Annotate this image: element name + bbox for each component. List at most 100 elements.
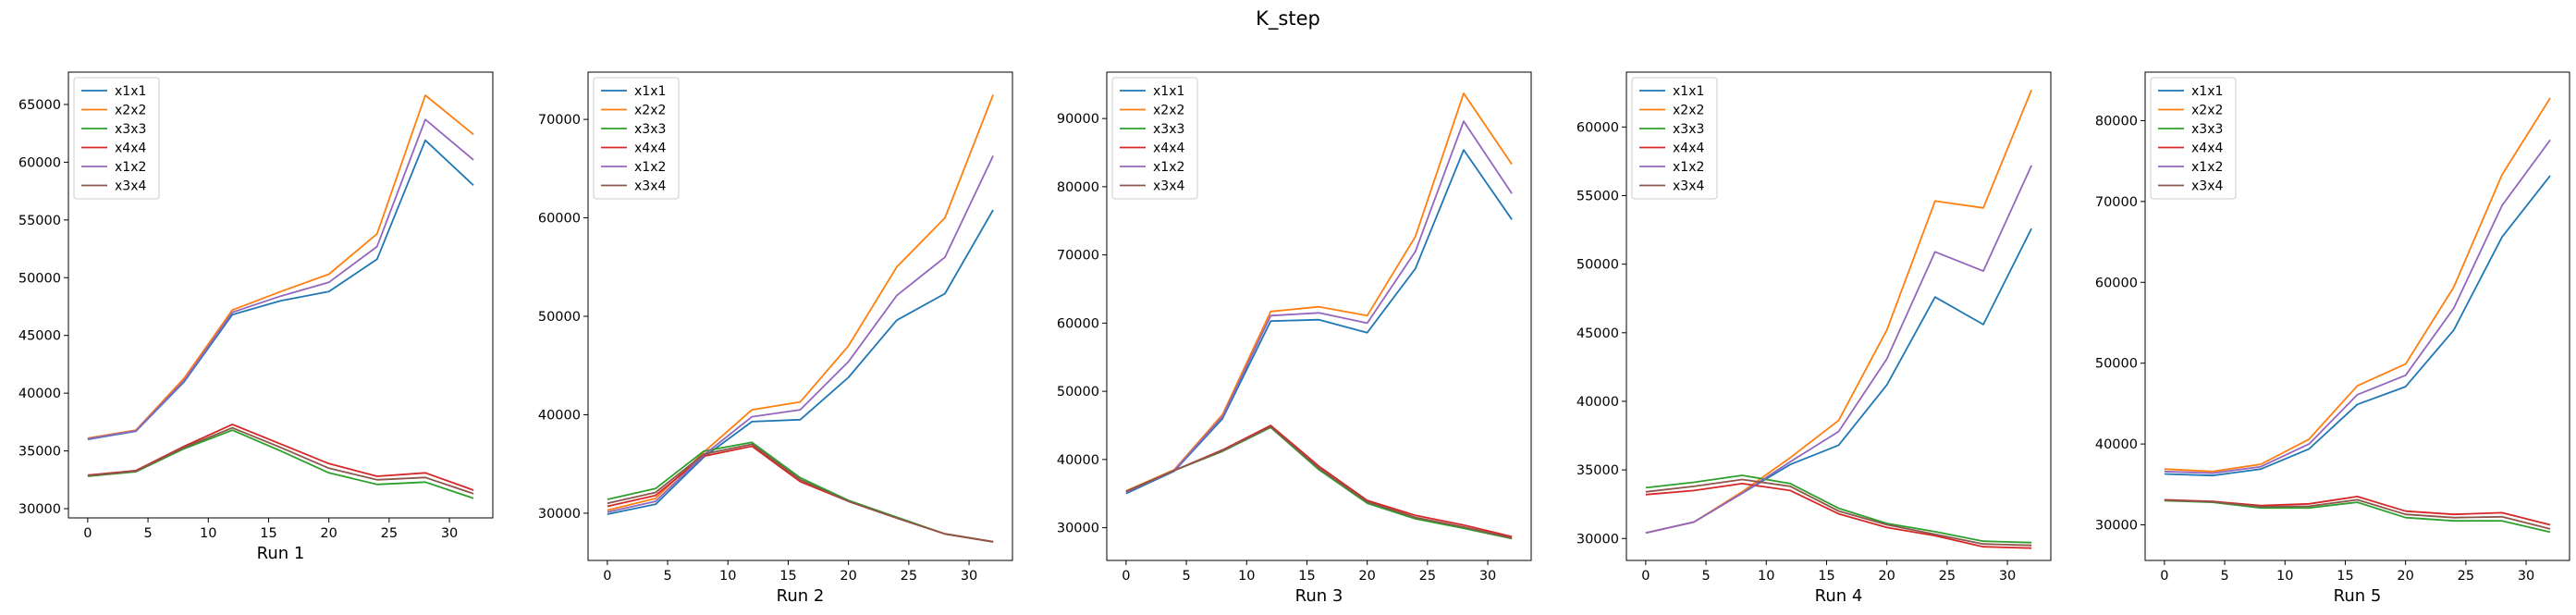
x-tick-label: 0 <box>83 526 92 541</box>
axes-frame <box>2144 71 2570 561</box>
x-tick-label: 0 <box>603 569 611 584</box>
axes-frame <box>1625 71 2052 561</box>
x-tick-label: 15 <box>779 569 796 584</box>
y-tick-label: 70000 <box>2095 195 2138 210</box>
y-tick-label: 80000 <box>1057 180 1099 195</box>
x-tick-label: 10 <box>200 526 216 541</box>
x-tick-label: 30 <box>961 569 977 584</box>
x-tick-label: 10 <box>719 569 736 584</box>
chart-panel-3: 0 5 10 15 20 25 30 30000 40000 50000 60000 70000 800… <box>1057 71 1532 606</box>
y-tick-label: 60000 <box>1057 316 1099 331</box>
legend-label-x3x3: x3x3 <box>1673 122 1704 137</box>
series-line-x3x4 <box>2164 498 2551 530</box>
legend-label-x2x2: x2x2 <box>634 104 666 118</box>
chart-panel-2: 0 5 10 15 20 25 30 30000 40000 50000 60000 70000 Run… <box>538 71 1013 606</box>
x-tick-label: 30 <box>441 526 458 541</box>
x-tick-label: 10 <box>1238 569 1255 584</box>
y-tick-label: 30000 <box>1057 522 1099 536</box>
y-tick-label: 50000 <box>1576 258 1619 273</box>
x-tick-label: 20 <box>320 526 337 541</box>
y-tick-label: 80000 <box>2095 114 2138 129</box>
x-tick-label: 5 <box>1701 569 1710 584</box>
x-axis-label: Run 2 <box>777 586 825 606</box>
series-line-x2x2 <box>2164 97 2551 473</box>
legend-box <box>1111 77 1198 200</box>
legend-label-x1x2: x1x2 <box>1673 160 1704 175</box>
y-tick-label: 50000 <box>1057 385 1099 400</box>
series-line-x1x2 <box>2164 139 2551 474</box>
y-tick-label: 60000 <box>1576 120 1619 135</box>
y-tick-label: 40000 <box>1057 453 1099 468</box>
x-tick-label: 30 <box>2518 569 2534 584</box>
series-line-x4x4 <box>1645 483 2032 549</box>
axes-frame <box>1106 71 1532 561</box>
y-tick-label: 35000 <box>18 445 61 460</box>
y-tick-label: 40000 <box>538 408 581 423</box>
y-tick-label: 50000 <box>2095 357 2138 372</box>
y-tick-label: 55000 <box>18 214 61 228</box>
x-axis-label: Run 3 <box>1295 586 1343 606</box>
legend-label-x4x4: x4x4 <box>2191 141 2223 156</box>
legend-label-x4x4: x4x4 <box>115 141 146 156</box>
series-line-x4x4 <box>87 423 474 491</box>
x-axis-label: Run 5 <box>2334 586 2382 606</box>
legend-label-x3x3: x3x3 <box>1153 122 1184 137</box>
chart-panel-1: 0 5 10 15 20 25 30 30000 35000 40000 45000 50000 550… <box>18 71 494 563</box>
legend-label-x1x1: x1x1 <box>115 84 146 99</box>
y-tick-label: 50000 <box>18 271 61 286</box>
x-axis-label: Run 1 <box>257 544 305 563</box>
y-tick-label: 50000 <box>538 310 581 325</box>
legend-label-x4x4: x4x4 <box>1673 141 1704 156</box>
series-line-x1x2 <box>607 155 994 513</box>
x-tick-label: 0 <box>1641 569 1650 584</box>
legend-label-x3x4: x3x4 <box>1673 179 1704 194</box>
x-tick-label: 10 <box>2276 569 2293 584</box>
legend-label-x4x4: x4x4 <box>634 141 666 156</box>
x-tick-label: 25 <box>1419 569 1436 584</box>
x-tick-label: 25 <box>1939 569 1956 584</box>
series-line-x1x1 <box>1125 149 1513 495</box>
y-tick-label: 35000 <box>1576 463 1619 478</box>
axes-frame <box>67 71 494 519</box>
x-axis-label: Run 4 <box>1815 586 1863 606</box>
y-tick-label: 30000 <box>538 507 581 522</box>
legend-label-x1x1: x1x1 <box>1153 84 1184 99</box>
legend-label-x3x4: x3x4 <box>1153 179 1184 194</box>
x-tick-label: 20 <box>2397 569 2413 584</box>
x-tick-label: 15 <box>1818 569 1834 584</box>
series-line-x3x4 <box>607 443 994 543</box>
x-tick-label: 15 <box>260 526 276 541</box>
y-tick-label: 40000 <box>1576 395 1619 410</box>
legend-label-x1x2: x1x2 <box>1153 160 1184 175</box>
x-tick-label: 15 <box>1298 569 1315 584</box>
legend-label-x2x2: x2x2 <box>115 104 146 118</box>
x-tick-label: 0 <box>1122 569 1130 584</box>
series-line-x1x2 <box>1645 165 2032 535</box>
legend-label-x1x2: x1x2 <box>634 160 666 175</box>
series-line-x1x1 <box>1645 228 2032 535</box>
series-line-x1x2 <box>1125 120 1513 494</box>
legend-label-x1x1: x1x1 <box>1673 84 1704 99</box>
series-line-x3x3 <box>1125 426 1513 540</box>
y-tick-label: 60000 <box>538 212 581 227</box>
series-line-x1x1 <box>2164 175 2551 477</box>
legend-box <box>593 77 680 200</box>
legend-box <box>1631 77 1718 200</box>
legend-label-x2x2: x2x2 <box>2191 104 2223 118</box>
x-tick-label: 30 <box>1999 569 2016 584</box>
y-tick-label: 55000 <box>1576 189 1619 203</box>
x-tick-label: 20 <box>840 569 856 584</box>
legend-label-x3x3: x3x3 <box>2191 122 2223 137</box>
legend-box <box>73 77 160 200</box>
legend-label-x4x4: x4x4 <box>1153 141 1184 156</box>
legend-label-x1x1: x1x1 <box>2191 84 2223 99</box>
x-tick-label: 10 <box>1758 569 1774 584</box>
series-line-x1x2 <box>87 118 474 440</box>
y-tick-label: 60000 <box>2095 276 2138 290</box>
x-tick-label: 5 <box>1182 569 1190 584</box>
legend-label-x3x4: x3x4 <box>2191 179 2223 194</box>
x-tick-label: 30 <box>1479 569 1496 584</box>
legend-label-x2x2: x2x2 <box>1153 104 1184 118</box>
legend-label-x1x2: x1x2 <box>2191 160 2223 175</box>
